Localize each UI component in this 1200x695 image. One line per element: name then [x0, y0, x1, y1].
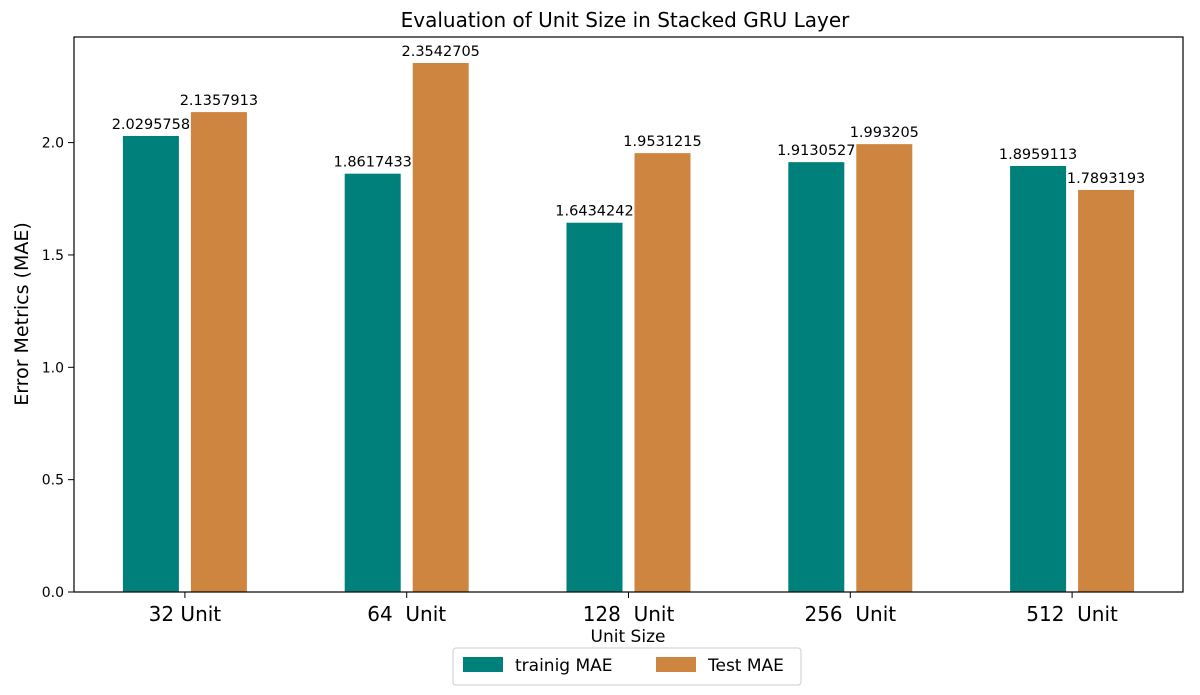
bar	[566, 222, 623, 592]
bar	[788, 162, 845, 592]
y-axis-label: Error Metrics (MAE)	[11, 222, 33, 406]
legend-label: trainig MAE	[515, 656, 613, 676]
data-label: 2.0295758	[112, 117, 190, 133]
x-tick-label: 32 Unit	[149, 602, 222, 626]
data-label: 1.9531215	[623, 134, 701, 150]
data-label: 1.7893193	[1067, 171, 1145, 187]
chart-title: Evaluation of Unit Size in Stacked GRU L…	[401, 8, 851, 32]
bar	[1078, 189, 1135, 592]
bar	[856, 144, 913, 592]
y-tick-label: 2.0	[42, 136, 64, 152]
data-label: 1.8959113	[999, 147, 1077, 163]
data-label: 2.1357913	[180, 93, 258, 109]
y-tick-label: 1.0	[42, 360, 64, 376]
data-label: 2.3542705	[401, 44, 479, 60]
legend: trainig MAE Test MAE	[452, 647, 802, 686]
bar	[122, 135, 179, 592]
legend-box	[452, 647, 802, 686]
x-tick-label: 128 Unit	[583, 602, 675, 626]
plot-area: 0.0 0.5 1.0 1.5 2.0 2.0295758 2.1357913 32 Unit…	[42, 36, 1184, 626]
x-tick-label: 64 Unit	[367, 602, 446, 626]
y-tick-label: 1.5	[42, 248, 64, 264]
legend-swatch	[656, 657, 696, 672]
legend-swatch	[463, 657, 503, 672]
x-tick-label: 512 Unit	[1026, 602, 1118, 626]
data-label: 1.9130527	[777, 143, 855, 159]
y-tick-label: 0.0	[42, 585, 64, 601]
plot-frame	[73, 36, 1184, 593]
data-label: 1.8617433	[333, 155, 411, 171]
bar	[344, 173, 401, 592]
bar	[190, 112, 247, 593]
data-label: 1.6434242	[555, 204, 633, 220]
x-tick-label: 256 Unit	[804, 602, 896, 626]
bar	[412, 63, 469, 592]
legend-label: Test MAE	[707, 656, 784, 676]
x-axis-label: Unit Size	[591, 627, 666, 647]
data-label: 1.993205	[850, 125, 919, 141]
y-tick-label: 0.5	[42, 473, 64, 489]
bar	[1010, 165, 1067, 592]
bar	[634, 153, 691, 592]
